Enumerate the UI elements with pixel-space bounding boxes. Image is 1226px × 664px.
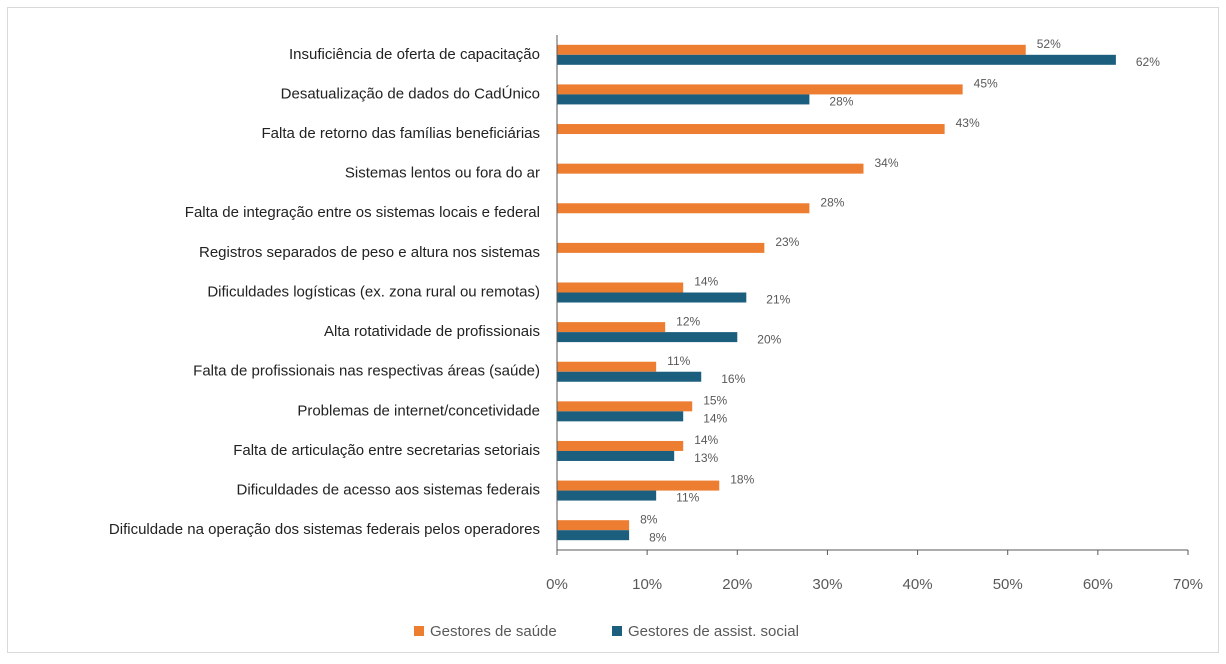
data-label: 8% xyxy=(640,512,658,526)
bar xyxy=(557,450,675,461)
x-tick-label: 70% xyxy=(1173,576,1203,593)
bar xyxy=(557,440,684,451)
category-label: Dificuldades de acesso aos sistemas fede… xyxy=(237,482,541,499)
bar xyxy=(557,490,657,501)
data-label: 16% xyxy=(721,372,745,386)
category-label: Sistemas lentos ou fora do ar xyxy=(345,165,540,182)
data-label: 13% xyxy=(694,451,718,465)
bar xyxy=(557,163,864,174)
category-label: Registros separados de peso e altura nos… xyxy=(199,244,540,261)
legend-swatch xyxy=(414,626,424,636)
bar xyxy=(557,322,666,333)
data-label: 11% xyxy=(667,354,690,368)
x-tick-label: 30% xyxy=(812,576,842,593)
bar xyxy=(557,282,684,293)
data-label: 45% xyxy=(974,77,998,91)
x-tick-label: 20% xyxy=(722,576,752,593)
bar xyxy=(557,411,684,422)
category-label: Falta de profissionais nas respectivas á… xyxy=(193,363,540,380)
data-label: 14% xyxy=(694,275,718,289)
category-label: Alta rotatividade de profissionais xyxy=(324,323,540,340)
data-label: 11% xyxy=(676,491,699,505)
data-label: 15% xyxy=(703,394,727,408)
legend-label: Gestores de assist. social xyxy=(628,623,799,640)
bar xyxy=(557,520,630,531)
x-tick-label: 60% xyxy=(1083,576,1113,593)
data-label: 14% xyxy=(694,433,718,447)
bar xyxy=(557,480,720,491)
data-label: 28% xyxy=(820,195,844,209)
bar xyxy=(557,371,702,382)
x-tick-label: 10% xyxy=(632,576,662,593)
category-label: Desatualização de dados do CadÚnico xyxy=(281,85,540,102)
bar xyxy=(557,332,738,343)
data-label: 34% xyxy=(874,156,898,170)
category-label: Problemas de internet/concetividade xyxy=(297,402,540,419)
data-label: 14% xyxy=(703,412,727,426)
data-label: 12% xyxy=(676,314,700,328)
data-label: 28% xyxy=(829,95,853,109)
data-label: 20% xyxy=(757,332,781,346)
bar xyxy=(557,401,693,412)
bar xyxy=(557,361,657,372)
data-label: 18% xyxy=(730,473,754,487)
category-label: Falta de integração entre os sistemas lo… xyxy=(185,204,540,221)
data-label: 62% xyxy=(1136,55,1160,69)
bar xyxy=(557,292,747,303)
data-label: 21% xyxy=(766,293,790,307)
category-label: Falta de articulação entre secretarias s… xyxy=(233,442,540,459)
bar xyxy=(557,530,630,541)
data-label: 43% xyxy=(956,116,980,130)
bar xyxy=(557,84,963,95)
legend-swatch xyxy=(612,626,622,636)
x-tick-label: 40% xyxy=(903,576,933,593)
bar xyxy=(557,54,1116,65)
bar xyxy=(557,203,810,214)
x-tick-label: 50% xyxy=(993,576,1023,593)
legend-label: Gestores de saúde xyxy=(430,623,557,640)
category-label: Dificuldade na operação dos sistemas fed… xyxy=(109,521,540,538)
data-label: 23% xyxy=(775,235,799,249)
data-label: 52% xyxy=(1037,37,1061,51)
category-label: Insuficiência de oferta de capacitação xyxy=(289,46,540,63)
bar xyxy=(557,94,810,105)
data-label: 8% xyxy=(649,530,667,544)
bar xyxy=(557,124,945,135)
x-tick-label: 0% xyxy=(546,576,568,593)
category-label: Falta de retorno das famílias beneficiár… xyxy=(262,125,540,142)
category-label: Dificuldades logísticas (ex. zona rural … xyxy=(207,283,540,300)
bar xyxy=(557,44,1026,55)
bar xyxy=(557,242,765,253)
